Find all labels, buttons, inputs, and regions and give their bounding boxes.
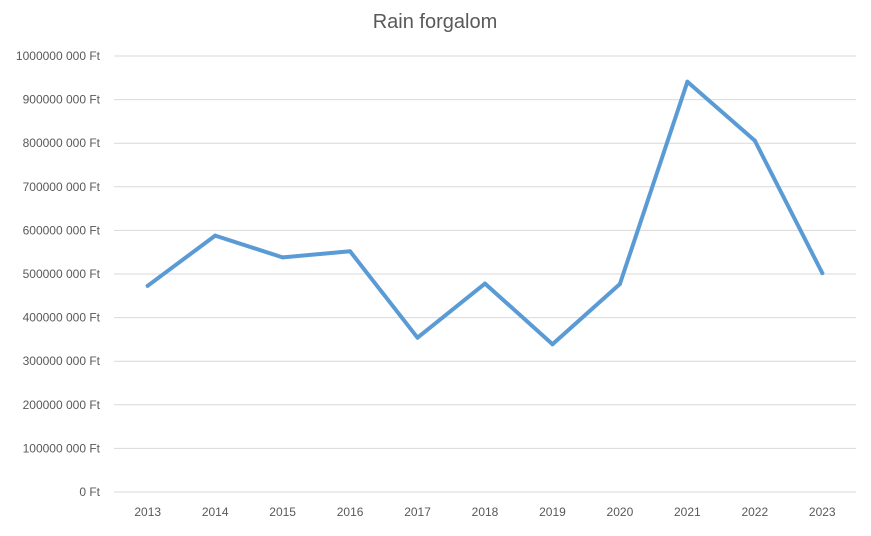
data-point <box>685 79 690 84</box>
y-tick-label: 700000 000 Ft <box>23 180 101 194</box>
data-point <box>617 282 622 287</box>
x-tick-label: 2015 <box>269 505 296 519</box>
x-tick-label: 2017 <box>404 505 431 519</box>
y-tick-label: 600000 000 Ft <box>23 223 101 237</box>
x-tick-label: 2016 <box>337 505 364 519</box>
series-line <box>145 79 825 347</box>
data-point <box>483 281 487 286</box>
y-tick-label: 200000 000 Ft <box>23 398 101 412</box>
y-tick-label: 800000 000 Ft <box>23 136 101 150</box>
series-group <box>145 79 825 347</box>
y-tick-label: 1000000 000 Ft <box>16 49 101 63</box>
x-tick-label: 2023 <box>809 505 836 519</box>
data-point <box>145 283 150 288</box>
y-tick-label: 500000 000 Ft <box>23 267 101 281</box>
data-point <box>280 255 285 260</box>
y-tick-label: 0 Ft <box>79 485 100 499</box>
x-tick-label: 2013 <box>134 505 161 519</box>
data-point <box>752 138 757 143</box>
gridlines <box>114 55 856 449</box>
y-tick-label: 300000 000 Ft <box>23 354 101 368</box>
y-tick-label: 100000 000 Ft <box>23 441 101 455</box>
x-tick-label: 2021 <box>674 505 701 519</box>
x-axis: 2013 2014 2015 2016 2017 2018 2019 2020 2021 2022… <box>114 491 856 519</box>
x-tick-label: 2018 <box>472 505 499 519</box>
data-point <box>415 335 420 340</box>
data-point <box>820 271 825 276</box>
chart-title: Rain forgalom <box>373 11 498 33</box>
x-tick-label: 2019 <box>539 505 566 519</box>
y-axis: 0 Ft 100000 000 Ft 200000 000 Ft 300000 000… <box>16 49 101 499</box>
x-tick-label: 2020 <box>607 505 634 519</box>
data-point <box>213 233 218 238</box>
x-tick-label: 2022 <box>741 505 768 519</box>
data-point <box>348 249 353 254</box>
x-tick-label: 2014 <box>202 505 229 519</box>
y-tick-label: 400000 000 Ft <box>23 311 101 325</box>
y-tick-label: 900000 000 Ft <box>23 93 101 107</box>
data-point <box>550 342 555 347</box>
